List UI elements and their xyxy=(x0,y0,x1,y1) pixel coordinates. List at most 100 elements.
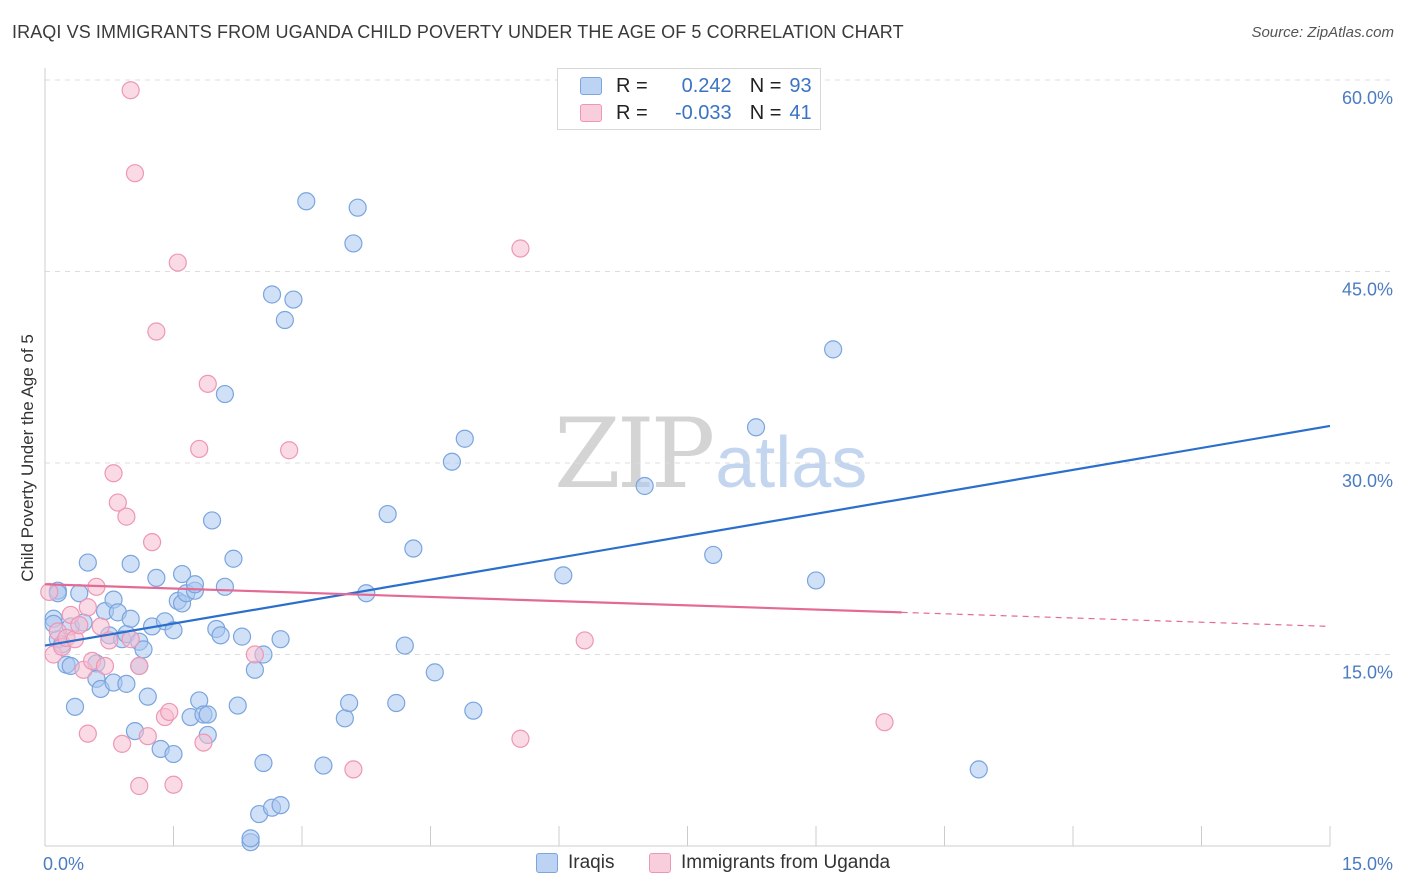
point-uganda xyxy=(511,729,530,748)
point-iraqis xyxy=(202,511,222,530)
legend-row-iraqis: R = 0.242 N = 93 xyxy=(580,73,812,99)
point-uganda xyxy=(164,775,183,794)
point-uganda xyxy=(190,439,209,459)
point-uganda xyxy=(194,733,213,752)
point-uganda xyxy=(117,507,136,526)
watermark-atlas: atlas xyxy=(715,423,868,503)
series-iraqis xyxy=(44,192,988,852)
point-iraqis xyxy=(271,630,290,649)
legend-item-uganda[interactable]: Immigrants from Uganda xyxy=(649,852,890,874)
point-uganda xyxy=(575,631,594,650)
point-iraqis xyxy=(395,636,414,655)
point-uganda xyxy=(142,533,162,552)
point-iraqis xyxy=(455,429,474,448)
point-iraqis xyxy=(275,310,294,330)
point-iraqis xyxy=(746,418,766,437)
point-iraqis xyxy=(554,566,573,585)
point-iraqis xyxy=(254,753,273,773)
point-iraqis xyxy=(387,693,406,713)
x-tick-label-max: 15.0% xyxy=(1342,854,1393,874)
point-uganda xyxy=(130,776,149,796)
point-uganda xyxy=(160,702,179,722)
point-uganda xyxy=(245,645,264,664)
point-iraqis xyxy=(969,760,988,779)
point-iraqis xyxy=(241,829,260,848)
legend-item-iraqis[interactable]: Iraqis xyxy=(536,852,614,874)
y-tick-label: 15.0% xyxy=(1342,663,1393,683)
r-label: R = xyxy=(616,74,648,97)
point-iraqis xyxy=(344,234,363,253)
point-iraqis xyxy=(224,549,243,568)
point-iraqis xyxy=(147,568,166,588)
point-iraqis xyxy=(198,705,217,724)
y-tick-label: 60.0% xyxy=(1342,88,1393,108)
watermark-zip: ZIP xyxy=(554,398,715,510)
legend-swatch-uganda xyxy=(649,853,671,873)
point-iraqis xyxy=(635,476,654,496)
point-uganda xyxy=(70,616,89,635)
legend-row-uganda: R = -0.033 N = 41 xyxy=(580,100,812,126)
point-iraqis xyxy=(164,744,183,764)
point-iraqis xyxy=(378,504,397,524)
trend-lines xyxy=(44,424,1331,647)
point-iraqis xyxy=(335,709,354,728)
point-iraqis xyxy=(211,626,230,645)
legend-label-uganda: Immigrants from Uganda xyxy=(681,852,891,873)
point-uganda xyxy=(40,582,59,602)
point-iraqis xyxy=(357,584,376,603)
point-uganda xyxy=(95,656,115,676)
series-uganda xyxy=(40,81,894,796)
point-uganda xyxy=(280,441,299,460)
point-uganda xyxy=(112,734,132,753)
point-iraqis xyxy=(271,796,290,815)
trend-line-iraqis xyxy=(44,424,1331,647)
point-iraqis xyxy=(348,198,367,217)
source-credit: Source: ZipAtlas.com xyxy=(1251,24,1394,41)
point-iraqis xyxy=(442,452,462,471)
point-iraqis xyxy=(215,384,234,404)
point-iraqis xyxy=(65,697,85,716)
axes: Child Poverty Under the Age of 5 xyxy=(18,68,1331,847)
point-uganda xyxy=(130,656,149,676)
point-iraqis xyxy=(121,609,140,628)
point-iraqis xyxy=(215,577,234,596)
point-iraqis xyxy=(121,554,140,573)
grid-lines xyxy=(45,79,1395,655)
point-iraqis xyxy=(314,756,333,775)
point-iraqis xyxy=(404,539,423,558)
point-uganda xyxy=(511,239,530,258)
point-uganda xyxy=(108,493,127,512)
point-iraqis xyxy=(425,663,444,682)
tick-labels: 15.0% 30.0% 45.0% 60.0% 0.0% 15.0% xyxy=(43,88,1393,874)
correlation-legend: R = 0.242 N = 93 R = -0.033 N = 41 xyxy=(557,68,821,130)
point-iraqis xyxy=(164,621,183,640)
point-uganda xyxy=(168,253,187,272)
r-label: R = xyxy=(616,101,648,124)
point-iraqis xyxy=(297,192,316,211)
trend-line-uganda-extension xyxy=(901,611,1331,628)
point-iraqis xyxy=(262,285,282,304)
point-uganda xyxy=(78,598,97,617)
legend-swatch-uganda xyxy=(580,104,602,122)
legend-swatch-iraqis xyxy=(536,853,558,873)
point-iraqis xyxy=(284,290,303,309)
point-uganda xyxy=(91,617,110,636)
legend-swatch-iraqis xyxy=(580,77,602,95)
watermark: ZIPatlas xyxy=(554,398,867,510)
point-iraqis xyxy=(340,693,359,713)
point-iraqis xyxy=(228,696,247,715)
point-iraqis xyxy=(172,564,192,584)
point-uganda xyxy=(78,724,97,743)
trend-line-uganda xyxy=(44,583,902,614)
chart-title: IRAQI VS IMMIGRANTS FROM UGANDA CHILD PO… xyxy=(12,22,904,42)
x-tick-label-min: 0.0% xyxy=(43,854,84,874)
point-uganda xyxy=(125,164,145,183)
n-value: 41 xyxy=(789,101,812,124)
n-label: N = xyxy=(749,101,782,124)
legend-label-iraqis: Iraqis xyxy=(568,852,615,873)
y-axis-title: Child Poverty Under the Age of 5 xyxy=(18,334,37,582)
point-iraqis xyxy=(117,674,136,693)
series-legend: Iraqis Immigrants from Uganda xyxy=(0,852,1406,878)
n-label: N = xyxy=(749,74,782,97)
